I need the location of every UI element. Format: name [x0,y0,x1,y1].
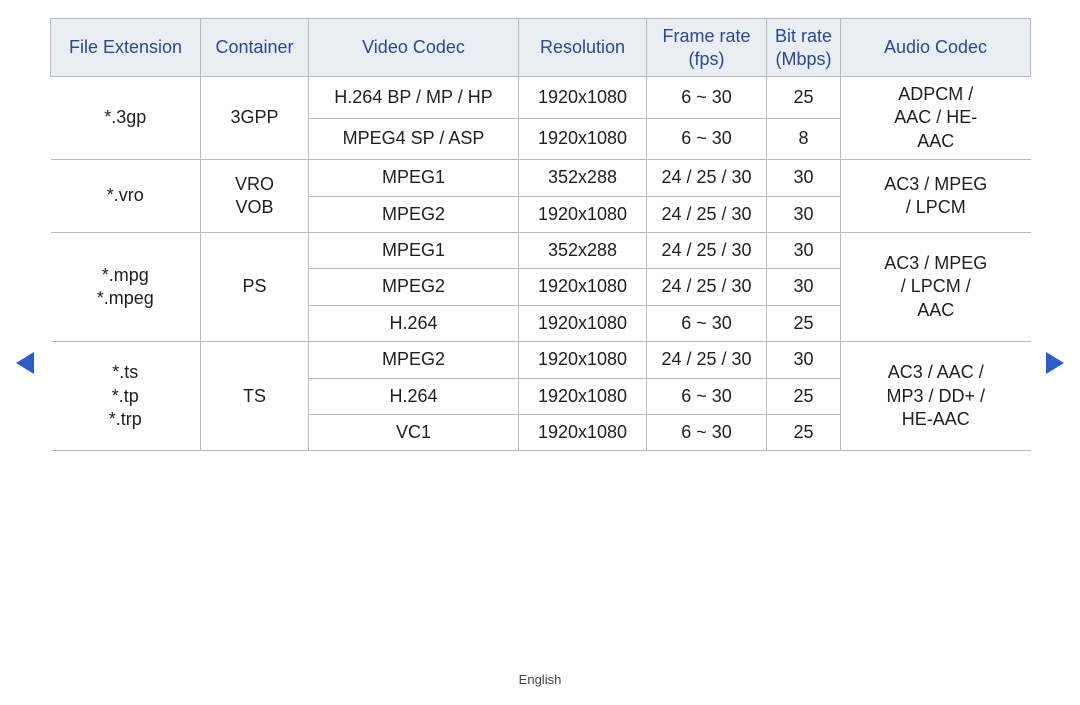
cell-fps: 6 ~ 30 [647,378,767,414]
cell-res: 352x288 [519,160,647,196]
cell-vcod: MPEG4 SP / ASP [309,118,519,160]
cell-vcod: H.264 BP / MP / HP [309,77,519,119]
table-row: *.ts *.tp *.trp TS MPEG2 1920x1080 24 / … [51,342,1031,378]
footer-language: English [0,672,1080,687]
cell-fps: 6 ~ 30 [647,118,767,160]
cell-br: 8 [767,118,841,160]
cell-fps: 24 / 25 / 30 [647,342,767,378]
cell-ext: *.ts *.tp *.trp [51,342,201,451]
cell-res: 1920x1080 [519,77,647,119]
table-row: *.3gp 3GPP H.264 BP / MP / HP 1920x1080 … [51,77,1031,119]
cell-fps: 6 ~ 30 [647,77,767,119]
cell-cont: 3GPP [201,77,309,160]
cell-br: 25 [767,378,841,414]
col-header-vcod: Video Codec [309,19,519,77]
table-header-row: File Extension Container Video Codec Res… [51,19,1031,77]
cell-fps: 24 / 25 / 30 [647,196,767,232]
cell-br: 30 [767,160,841,196]
cell-br: 25 [767,77,841,119]
cell-acod: AC3 / MPEG / LPCM / AAC [841,232,1031,341]
next-page-arrow-icon[interactable] [1046,352,1064,374]
cell-ext: *.mpg *.mpeg [51,232,201,341]
cell-vcod: MPEG2 [309,342,519,378]
cell-fps: 24 / 25 / 30 [647,232,767,268]
cell-res: 352x288 [519,232,647,268]
prev-page-arrow-icon[interactable] [16,352,34,374]
cell-res: 1920x1080 [519,342,647,378]
cell-res: 1920x1080 [519,305,647,341]
cell-br: 30 [767,269,841,305]
cell-acod: AC3 / MPEG / LPCM [841,160,1031,233]
col-header-cont: Container [201,19,309,77]
cell-res: 1920x1080 [519,269,647,305]
cell-br: 30 [767,342,841,378]
cell-vcod: VC1 [309,414,519,450]
cell-fps: 24 / 25 / 30 [647,160,767,196]
cell-fps: 24 / 25 / 30 [647,269,767,305]
cell-vcod: MPEG2 [309,269,519,305]
cell-br: 30 [767,196,841,232]
codec-table-container: File Extension Container Video Codec Res… [50,18,1030,451]
table-row: *.mpg *.mpeg PS MPEG1 352x288 24 / 25 / … [51,232,1031,268]
cell-vcod: MPEG2 [309,196,519,232]
cell-ext: *.3gp [51,77,201,160]
cell-acod: ADPCM / AAC / HE- AAC [841,77,1031,160]
table-row: *.vro VRO VOB MPEG1 352x288 24 / 25 / 30… [51,160,1031,196]
cell-vcod: H.264 [309,305,519,341]
cell-res: 1920x1080 [519,196,647,232]
page: File Extension Container Video Codec Res… [0,0,1080,705]
cell-br: 30 [767,232,841,268]
cell-res: 1920x1080 [519,118,647,160]
cell-ext: *.vro [51,160,201,233]
cell-res: 1920x1080 [519,378,647,414]
cell-vcod: MPEG1 [309,232,519,268]
col-header-br: Bit rate (Mbps) [767,19,841,77]
cell-vcod: H.264 [309,378,519,414]
cell-cont: TS [201,342,309,451]
cell-br: 25 [767,414,841,450]
cell-vcod: MPEG1 [309,160,519,196]
codec-table: File Extension Container Video Codec Res… [50,18,1031,451]
cell-cont: VRO VOB [201,160,309,233]
col-header-fps: Frame rate (fps) [647,19,767,77]
cell-cont: PS [201,232,309,341]
cell-br: 25 [767,305,841,341]
cell-fps: 6 ~ 30 [647,305,767,341]
cell-res: 1920x1080 [519,414,647,450]
cell-fps: 6 ~ 30 [647,414,767,450]
col-header-ext: File Extension [51,19,201,77]
col-header-acod: Audio Codec [841,19,1031,77]
col-header-res: Resolution [519,19,647,77]
cell-acod: AC3 / AAC / MP3 / DD+ / HE-AAC [841,342,1031,451]
